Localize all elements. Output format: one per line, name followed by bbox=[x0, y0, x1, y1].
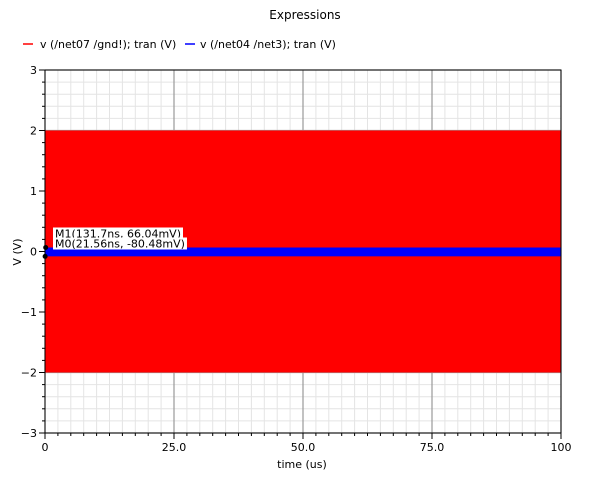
x-tick-label: 25.0 bbox=[162, 441, 187, 454]
y-tick-label: 2 bbox=[30, 125, 37, 138]
y-tick-label: −1 bbox=[21, 306, 37, 319]
x-axis-label: time (us) bbox=[277, 458, 327, 471]
x-tick-label: 50.0 bbox=[291, 441, 316, 454]
y-tick-label: 0 bbox=[30, 246, 37, 259]
marker-label-background bbox=[53, 237, 187, 250]
y-tick-label: 3 bbox=[30, 64, 37, 77]
series-blue-trace bbox=[45, 247, 561, 257]
x-tick-label: 0 bbox=[42, 441, 49, 454]
x-tick-label: 100 bbox=[551, 441, 572, 454]
marker-label: M1(131.7ns, 66.04mV) bbox=[55, 228, 181, 241]
legend-label-red: v (/net07 /gnd!); tran (V) bbox=[40, 38, 176, 51]
y-tick-label: 1 bbox=[30, 185, 37, 198]
chart-title: Expressions bbox=[269, 8, 340, 22]
y-tick-label: −3 bbox=[21, 427, 37, 440]
marker-point bbox=[42, 253, 48, 259]
legend: v (/net07 /gnd!); tran (V) v (/net04 /ne… bbox=[23, 38, 336, 51]
marker-label-background bbox=[53, 227, 183, 240]
marker-label: M0(21.56ns, -80.48mV) bbox=[55, 238, 185, 251]
y-axis-label: V (V) bbox=[11, 238, 24, 265]
plot-area: −3 −2 −1 0 1 2 3 0 25.0 50.0 75.0 100 M1(131.7ns, 66… bbox=[21, 64, 572, 454]
x-tick-label: 75.0 bbox=[420, 441, 445, 454]
legend-label-blue: v (/net04 /net3); tran (V) bbox=[200, 38, 336, 51]
y-tick-label: −2 bbox=[21, 367, 37, 380]
marker-point bbox=[43, 245, 49, 251]
